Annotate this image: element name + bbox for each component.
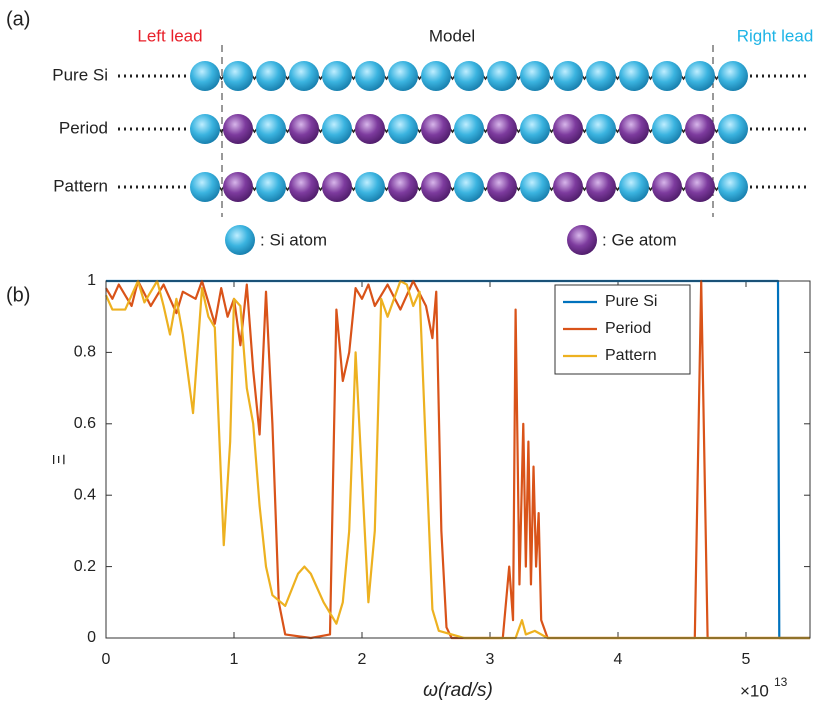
si-atom: [256, 61, 286, 91]
si-atom: [454, 114, 484, 144]
ge-atom: [553, 114, 583, 144]
y-tick-label: 0.4: [74, 486, 96, 503]
ge-atom: [322, 172, 352, 202]
si-atom: [718, 172, 748, 202]
ge-atom: [421, 114, 451, 144]
si-atom: [223, 61, 253, 91]
si-atom: [487, 61, 517, 91]
si-atom: [454, 172, 484, 202]
x-multiplier: ×10: [740, 681, 769, 700]
ge-atom: [223, 172, 253, 202]
ge-atom: [685, 172, 715, 202]
spring: [204, 182, 734, 192]
x-tick-label: 2: [358, 651, 367, 668]
si-atom: [355, 61, 385, 91]
si-atom-legend: [225, 225, 255, 255]
y-tick-label: 0.8: [74, 344, 96, 361]
spring: [204, 124, 734, 134]
si-atom: [322, 114, 352, 144]
x-tick-label: 0: [102, 651, 111, 668]
panel-label: (b): [6, 284, 30, 306]
ge-atom: [487, 172, 517, 202]
legend-label: Pure Si: [605, 293, 657, 310]
ge-atom: [355, 114, 385, 144]
ge-atom: [223, 114, 253, 144]
si-atom: [652, 114, 682, 144]
si-atom: [619, 61, 649, 91]
ge-atom: [586, 172, 616, 202]
row-label: Period: [59, 118, 108, 137]
si-atom: [289, 61, 319, 91]
ge-atom: [388, 172, 418, 202]
ge-atom: [289, 114, 319, 144]
si-atom: [322, 61, 352, 91]
si-atom: [718, 114, 748, 144]
si-atom: [256, 114, 286, 144]
y-tick-label: 0: [87, 629, 96, 646]
ge-atom: [652, 172, 682, 202]
ge-legend-label: : Ge atom: [602, 230, 677, 249]
legend-label: Pattern: [605, 347, 657, 364]
panel-label: (a): [6, 8, 30, 30]
si-atom: [586, 61, 616, 91]
si-atom: [718, 61, 748, 91]
si-atom: [190, 172, 220, 202]
x-tick-label: 5: [742, 651, 751, 668]
spring: [204, 71, 734, 81]
si-atom: [190, 114, 220, 144]
x-axis-label: ω(rad/s): [423, 680, 493, 701]
x-exponent: 13: [774, 675, 788, 689]
si-atom: [256, 172, 286, 202]
atom-chains: Pure Si Period Pattern: [52, 61, 806, 202]
si-atom: [586, 114, 616, 144]
ge-atom: [289, 172, 319, 202]
si-atom: [454, 61, 484, 91]
si-atom: [190, 61, 220, 91]
y-tick-label: 1: [87, 272, 96, 289]
ge-atom: [421, 172, 451, 202]
ge-atom: [619, 114, 649, 144]
ge-atom: [553, 172, 583, 202]
row-label: Pure Si: [52, 65, 108, 84]
axes-box: [105, 280, 811, 639]
si-atom: [520, 61, 550, 91]
si-atom: [520, 172, 550, 202]
si-atom: [619, 172, 649, 202]
si-atom: [652, 61, 682, 91]
row-label: Pattern: [53, 176, 108, 195]
si-atom: [520, 114, 550, 144]
ge-atom: [487, 114, 517, 144]
si-atom: [685, 61, 715, 91]
x-tick-label: 3: [486, 651, 495, 668]
plot: 0 1 2 3 4 5 0 0.2 0.4 0.6 0.8 1 ω(rad/s) Ξ ×10 13 Pure S…: [49, 272, 811, 701]
si-atom: [355, 172, 385, 202]
ge-atom-legend: [567, 225, 597, 255]
plot-area: [106, 281, 810, 638]
x-tick-label: 1: [230, 651, 239, 668]
y-axis-label: Ξ: [49, 454, 68, 465]
y-tick-label: 0.6: [74, 415, 96, 432]
si-legend-label: : Si atom: [260, 230, 327, 249]
si-atom: [388, 61, 418, 91]
series-line: [104, 279, 810, 640]
ge-atom: [685, 114, 715, 144]
y-tick-label: 0.2: [74, 558, 96, 575]
legend-label: Period: [605, 320, 651, 337]
right-lead-label: Right lead: [737, 26, 814, 45]
si-atom: [553, 61, 583, 91]
si-atom: [388, 114, 418, 144]
model-label: Model: [429, 26, 475, 45]
series-line: [105, 279, 810, 640]
x-tick-label: 4: [614, 651, 623, 668]
si-atom: [421, 61, 451, 91]
left-lead-label: Left lead: [137, 26, 202, 45]
